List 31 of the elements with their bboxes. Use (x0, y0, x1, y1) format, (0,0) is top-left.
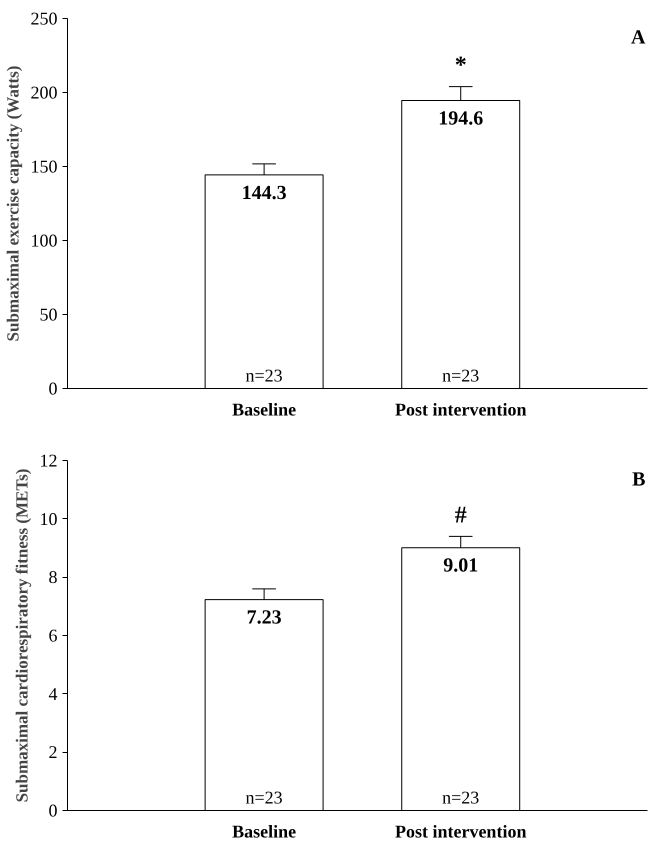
y-axis-title: Submaximal cardiorespiratory fitness (METs) (12, 468, 32, 802)
y-tick-label: 250 (30, 8, 58, 28)
annotation: B (632, 468, 646, 490)
x-tick-label: Baseline (232, 400, 296, 420)
y-tick-label: 50 (40, 304, 58, 324)
annotation: n=23 (442, 366, 480, 386)
annotation: n=23 (442, 788, 480, 808)
data-label: 9.01 (443, 554, 478, 577)
data-label: 144.3 (242, 182, 287, 204)
data-label: 194.6 (438, 107, 484, 130)
annotation: # (454, 502, 467, 528)
x-tick-label: Post intervention (394, 400, 526, 420)
data-label: 7.23 (246, 606, 282, 629)
y-tick-label: 100 (30, 230, 58, 250)
annotation: n=23 (246, 788, 283, 808)
annotation: * (454, 52, 467, 79)
y-axis-title: Submaximal exercise capacity (Watts) (4, 66, 22, 342)
y-tick-label: 0 (48, 800, 58, 820)
y-tick-label: 12 (40, 450, 58, 470)
y-tick-label: 10 (40, 508, 58, 529)
x-tick-label: Baseline (232, 822, 296, 842)
y-tick-label: 6 (48, 626, 58, 646)
y-tick-label: 2 (48, 742, 58, 762)
annotation: A (631, 26, 646, 48)
y-tick-label: 8 (48, 567, 58, 588)
y-tick-label: 200 (30, 82, 58, 102)
y-tick-label: 150 (30, 156, 58, 176)
annotation: n=23 (246, 366, 283, 386)
y-tick-label: 4 (48, 684, 58, 704)
y-tick-label: 0 (48, 378, 58, 398)
x-tick-label: Post intervention (394, 822, 526, 842)
